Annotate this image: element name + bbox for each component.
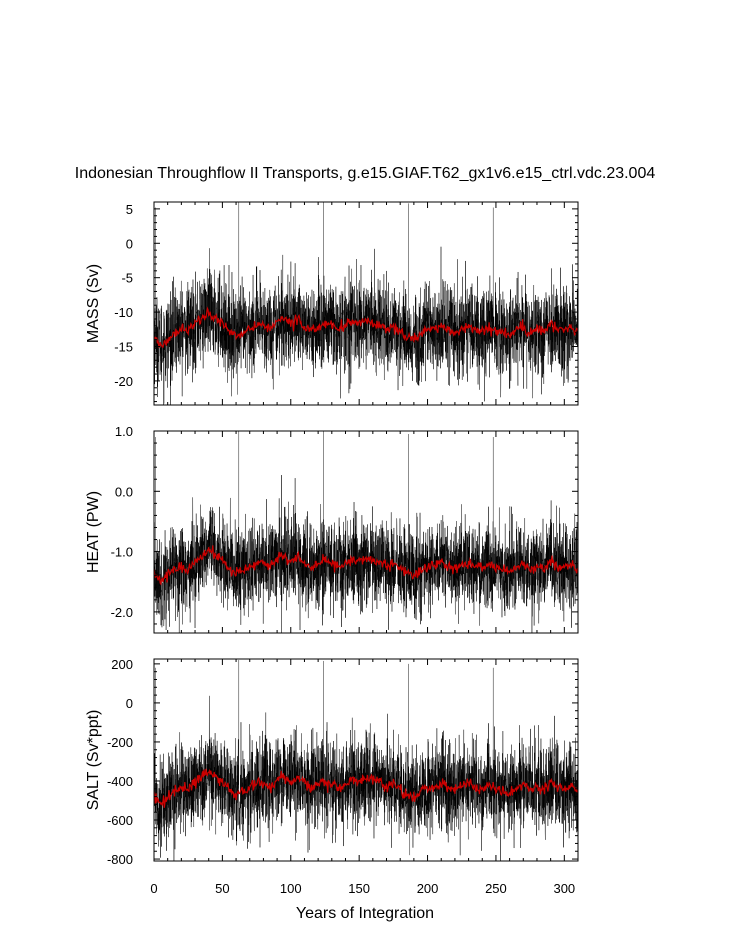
x-tick-label: 150: [348, 881, 370, 896]
plot-frame-salt: [153, 658, 579, 862]
y-tick-label: -15: [114, 340, 133, 355]
axes-frame-salt: [153, 658, 579, 862]
x-tick-label: 200: [417, 881, 439, 896]
smoothed-series-mass: [154, 306, 578, 349]
y-axis-label-heat: HEAT (PW): [85, 491, 102, 573]
y-tick-label: -1.0: [111, 545, 133, 560]
chart-title: Indonesian Throughflow II Transports, g.…: [75, 165, 656, 182]
x-tick-label: 50: [215, 881, 229, 896]
panel-salt: 200 0 -200 -400 -600 -800 SALT (Sv*ppt): [85, 657, 579, 867]
raw-line-salt: [154, 659, 578, 861]
y-axis-salt: 200 0 -200 -400 -600 -800: [107, 657, 578, 867]
x-tick-label: 250: [485, 881, 507, 896]
y-tick-label: -800: [107, 852, 133, 867]
plot-frame-mass: [153, 201, 579, 406]
axes-frame-mass: [153, 201, 579, 406]
panel-mass: 5 0 -5 -10 -15 -20 MASS (Sv): [85, 201, 579, 406]
y-tick-label: 5: [126, 202, 133, 217]
y-tick-label: -10: [114, 305, 133, 320]
y-axis-heat: 1.0 0.0 -1.0 -2.0: [111, 424, 578, 633]
raw-line-mass: [154, 202, 578, 405]
y-tick-label: -400: [107, 774, 133, 789]
x-tick-label: 100: [280, 881, 302, 896]
y-tick-label: -600: [107, 813, 133, 828]
raw-series-salt: [154, 659, 578, 861]
x-axis-label: Years of Integration: [296, 905, 434, 922]
smoothed-line-heat: [154, 545, 578, 586]
raw-series-mass: [154, 202, 578, 405]
y-axis-label-salt: SALT (Sv*ppt): [85, 710, 102, 811]
smoothed-line-salt: [154, 768, 578, 808]
panel-heat: 1.0 0.0 -1.0 -2.0 HEAT (PW): [85, 424, 579, 634]
smoothed-series-salt: [154, 768, 578, 808]
y-tick-label: 0: [126, 696, 133, 711]
raw-line-heat: [154, 431, 578, 633]
smoothed-series-heat: [154, 545, 578, 586]
raw-series-heat: [154, 431, 578, 633]
y-tick-label: -5: [121, 271, 133, 286]
y-tick-label: 0: [126, 236, 133, 251]
x-tick-label: 300: [553, 881, 575, 896]
y-tick-label: 1.0: [115, 424, 133, 439]
y-tick-label: -20: [114, 374, 133, 389]
y-tick-label: 200: [111, 657, 133, 672]
smoothed-line-mass: [154, 306, 578, 349]
y-axis-label-mass: MASS (Sv): [85, 264, 102, 343]
axes-frame-heat: [153, 430, 579, 634]
y-tick-label: -2.0: [111, 605, 133, 620]
y-tick-label: 0.0: [115, 484, 133, 499]
y-axis-mass: 5 0 -5 -10 -15 -20: [114, 201, 578, 405]
y-tick-label: -200: [107, 735, 133, 750]
plot-frame-heat: [153, 430, 579, 634]
x-axis: 0 50 100 150 200 250 300: [150, 881, 575, 896]
x-tick-label: 0: [150, 881, 157, 896]
